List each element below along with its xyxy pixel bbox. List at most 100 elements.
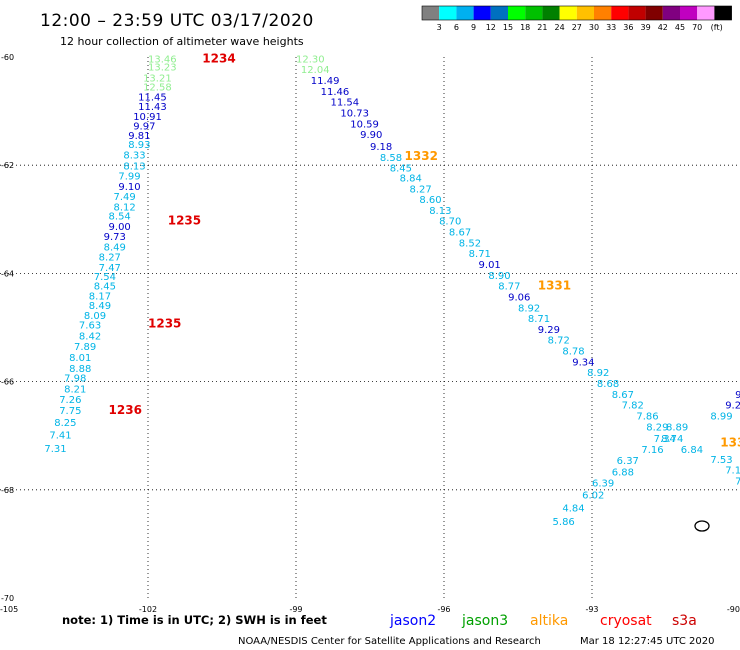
satellite-jason2: jason2 — [389, 613, 436, 629]
colorbar-label: 42 — [658, 23, 668, 32]
wave-height-label: 12.58 — [143, 83, 172, 94]
wave-height-label: 8.89 — [666, 422, 688, 433]
wave-height-label: 8.71 — [469, 249, 491, 260]
wave-height-label: 8.67 — [449, 228, 471, 239]
colorbar-label: 36 — [623, 23, 633, 32]
lat-tick-label: -70 — [1, 594, 14, 603]
colorbar-swatch — [525, 6, 543, 20]
colorbar-label: 33 — [606, 23, 616, 32]
wave-height-label: 8.92 — [518, 303, 540, 314]
wave-height-label: 7.75 — [59, 406, 81, 417]
wave-height-label: 7.86 — [636, 411, 658, 422]
colorbar-label: 45 — [675, 23, 685, 32]
page-title: 12:00 – 23:59 UTC 03/17/2020 — [40, 11, 314, 31]
colorbar-swatch — [422, 6, 440, 20]
wave-height-label: 8.49 — [89, 301, 111, 312]
wave-height-label: 8.45 — [94, 282, 116, 293]
timestamp-text: Mar 18 12:27:45 UTC 2020 — [580, 636, 715, 647]
wave-height-label: 8.13 — [429, 206, 451, 217]
wave-height-label: 10.73 — [340, 109, 369, 120]
wave-height-label: 13.21 — [143, 73, 172, 84]
wave-height-label: 9.01 — [479, 260, 501, 271]
altimeter-tracks: 13.4613.2313.2112.5811.4511.4310.919.979… — [44, 51, 740, 528]
colorbar-label: 30 — [589, 23, 599, 32]
wave-height-label: 7.53 — [710, 455, 732, 466]
colorbar-unit: (ft) — [711, 23, 723, 32]
wave-height-label: 13.46 — [148, 54, 177, 65]
wave-height-label: 7.26 — [59, 395, 81, 406]
wave-height-label: 11.49 — [311, 76, 340, 87]
wave-height-label: 8.67 — [612, 390, 634, 401]
wave-height-label: 8.29 — [646, 422, 668, 433]
colorbar-label: 21 — [537, 23, 547, 32]
wave-height-label: 11.54 — [331, 98, 360, 109]
colorbar-label: 12 — [486, 23, 496, 32]
lat-tick-label: -60 — [1, 53, 14, 62]
colorbar-swatch — [473, 6, 491, 20]
wave-height-label: 8.99 — [710, 411, 732, 422]
lon-tick-label: -90 — [727, 605, 740, 614]
satellite-cryosat: cryosat — [600, 613, 652, 629]
wave-height-label: 8.12 — [113, 203, 135, 214]
wave-height-label: 7.31 — [44, 444, 66, 455]
wave-height-label: 9.34 — [572, 357, 594, 368]
wave-height-label: 7.63 — [79, 321, 101, 332]
colorbar-swatch — [490, 6, 508, 20]
wave-height-label: 6.39 — [592, 479, 614, 490]
wave-height-label: 8.71 — [528, 314, 550, 325]
wave-height-label: 7 — [735, 476, 740, 487]
colorbar-swatch — [645, 6, 663, 20]
wave-height-label: 7.16 — [641, 445, 663, 456]
lat-tick-label: -66 — [1, 378, 14, 387]
colorbar-swatch — [611, 6, 629, 20]
colorbar-label: 3 — [437, 23, 442, 32]
colorbar-frame — [421, 5, 732, 21]
colorbar-label: 27 — [572, 23, 582, 32]
wave-height-label: 7.34 — [654, 434, 676, 445]
wave-height-label: 9.00 — [109, 222, 131, 233]
wave-height-label: 8.52 — [459, 238, 481, 249]
colorbar-swatch — [559, 6, 577, 20]
wave-height-label: 8.27 — [409, 184, 431, 195]
colorbar-label: 39 — [641, 23, 651, 32]
map-ticks: -60 -62 -64 -66 -68 -70 -105 -102 -99 -96 -93 -90 — [0, 53, 740, 614]
lon-tick-label: -93 — [585, 605, 598, 614]
wave-height-label: 9.24 — [725, 401, 740, 412]
lon-tick-label: -99 — [289, 605, 302, 614]
wave-height-label: 8.60 — [419, 195, 441, 206]
wave-height-label: 8.01 — [69, 353, 91, 364]
lon-tick-label: -96 — [437, 605, 450, 614]
wave-height-label: 8.74 — [661, 434, 683, 445]
lon-tick-label: -105 — [0, 605, 18, 614]
colorbar-label: 24 — [555, 23, 565, 32]
satellite-altika: altika — [530, 613, 568, 629]
lat-tick-label: -68 — [1, 486, 14, 495]
colorbar-swatch — [628, 6, 646, 20]
wave-height-label: 8.68 — [597, 379, 619, 390]
wave-height-label: 10.59 — [350, 119, 379, 130]
wave-height-label: 8.21 — [64, 384, 86, 395]
pass-time-label: 1330 — [720, 436, 740, 450]
wave-height-label: 7.99 — [118, 171, 140, 182]
pass-time-label: 1332 — [405, 149, 438, 163]
pass-time-label: 1236 — [109, 403, 142, 417]
wave-height-label: 8.58 — [380, 153, 402, 164]
colorbar-swatch — [594, 6, 612, 20]
wave-height-label: 8.17 — [89, 291, 111, 302]
wave-height-label: 6.37 — [617, 456, 639, 467]
wave-height-label: 7.89 — [74, 342, 96, 353]
wave-height-label: 6.84 — [681, 445, 703, 456]
wave-height-label: 7.47 — [99, 263, 121, 274]
wave-height-label: 7.82 — [622, 401, 644, 412]
colorbar-label: 70 — [692, 23, 702, 32]
track-left: 13.4613.2313.2112.5811.4511.4310.919.979… — [44, 51, 235, 455]
wave-height-label: 8.88 — [69, 364, 91, 375]
colorbar-legend: 3 6 9 12 15 18 21 24 27 30 33 36 39 42 45 70 (ft) — [421, 5, 732, 32]
colorbar-swatch — [439, 6, 457, 20]
satellite-s3a: s3a — [672, 613, 697, 629]
colorbar-swatch — [576, 6, 594, 20]
wave-height-label: 8.45 — [390, 164, 412, 175]
wave-height-label: 9.10 — [118, 182, 140, 193]
wave-height-label: 8.54 — [109, 211, 131, 222]
